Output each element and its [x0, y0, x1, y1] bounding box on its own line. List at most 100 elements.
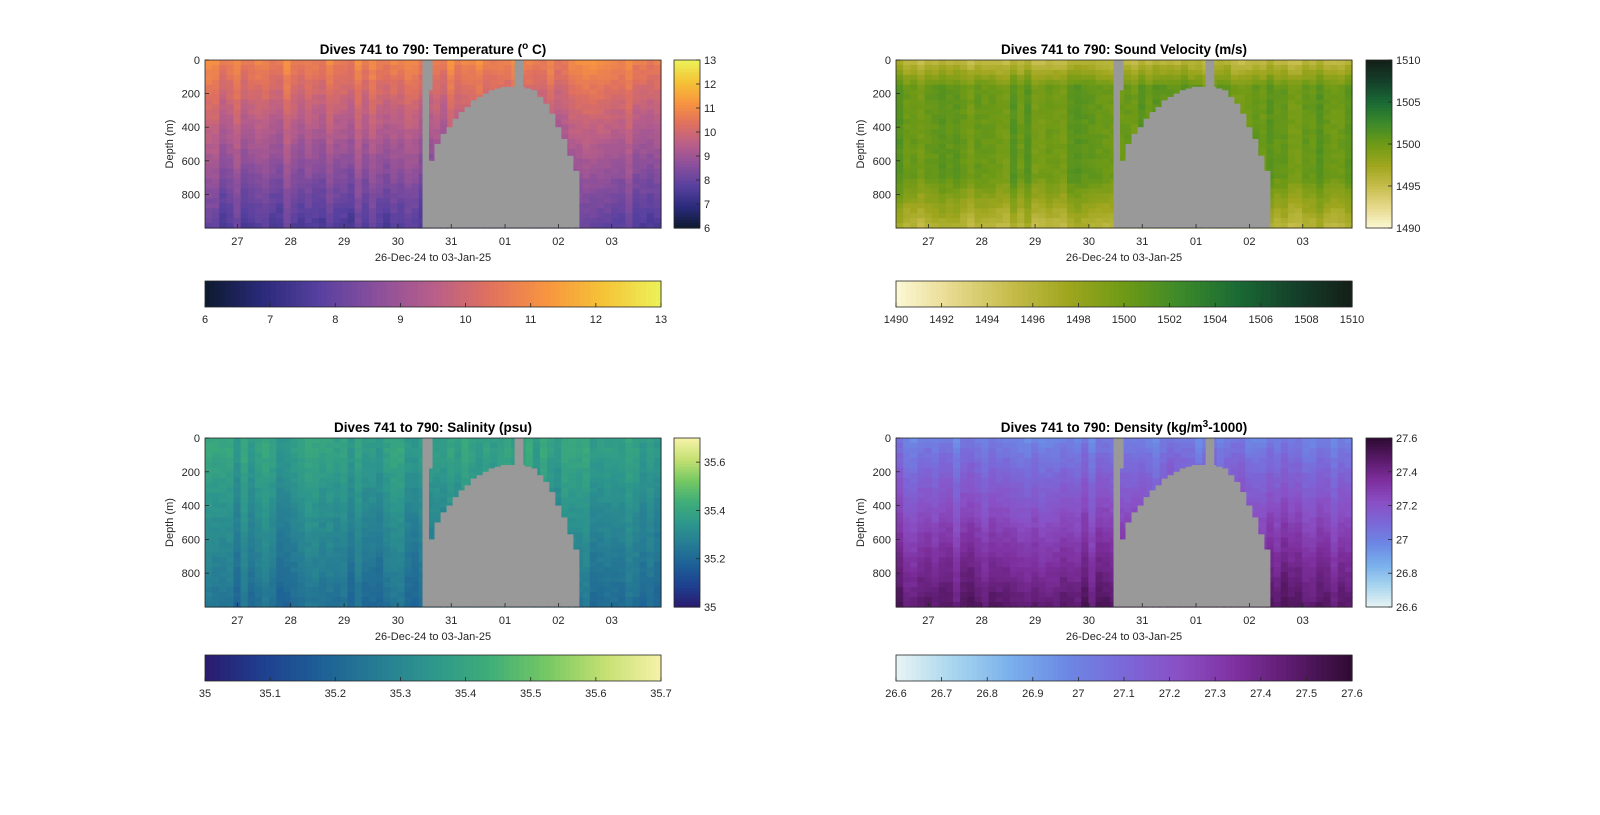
heatmap-cell	[618, 129, 626, 135]
heatmap-cell	[582, 208, 591, 214]
colorbar-right-swatch	[674, 194, 700, 198]
heatmap-cell	[967, 183, 975, 190]
heatmap-cell	[490, 84, 498, 91]
colorbar-right-swatch	[674, 110, 700, 114]
heatmap-cell	[262, 223, 270, 229]
heatmap-cell	[981, 79, 990, 86]
heatmap-cell	[1038, 173, 1047, 180]
colorbar-bottom-label: 7	[267, 314, 273, 326]
heatmap-cell	[397, 203, 406, 209]
heatmap-cell	[340, 203, 349, 209]
heatmap-cell	[219, 438, 227, 444]
heatmap-cell	[340, 104, 349, 111]
heatmap-cell	[988, 114, 997, 120]
heatmap-cell	[383, 153, 391, 160]
heatmap-cell	[1330, 129, 1339, 135]
heatmap-cell	[468, 74, 477, 81]
heatmap-cell	[397, 64, 406, 71]
heatmap-cell	[1344, 223, 1353, 229]
heatmap-cell	[497, 69, 505, 76]
heatmap-cell	[1067, 144, 1075, 150]
heatmap-cell	[1002, 203, 1011, 209]
heatmap-cell	[625, 213, 634, 219]
heatmap-cell	[461, 69, 470, 76]
heatmap-cell	[924, 158, 933, 165]
heatmap-cell	[1238, 99, 1246, 106]
heatmap-cell	[611, 139, 619, 145]
heatmap-cell	[311, 109, 320, 115]
heatmap-cell	[240, 173, 249, 180]
heatmap-cell	[539, 94, 548, 101]
heatmap-cell	[333, 218, 341, 224]
heatmap-cell	[995, 114, 1004, 120]
heatmap-cell	[1088, 79, 1097, 86]
heatmap-cell	[582, 79, 591, 86]
heatmap-cell	[995, 178, 1004, 185]
heatmap-cell	[988, 183, 997, 190]
heatmap-cell	[1031, 99, 1040, 106]
heatmap-cell	[1131, 94, 1139, 101]
colorbar-bottom-swatch	[1093, 281, 1100, 307]
heatmap-cell	[1309, 69, 1317, 76]
heatmap-cell	[269, 213, 277, 219]
heatmap-cell	[1302, 79, 1310, 86]
heatmap-cell	[319, 84, 327, 91]
heatmap-cell	[247, 213, 256, 219]
colorbar-right-label: 10	[704, 127, 716, 139]
heatmap-cell	[539, 64, 548, 71]
colorbar-right-swatch	[1366, 186, 1392, 190]
heatmap-cell	[960, 178, 968, 185]
heatmap-cell	[233, 447, 242, 454]
heatmap-cell	[604, 193, 612, 199]
heatmap-cell	[212, 442, 220, 449]
heatmap-cell	[1074, 139, 1082, 145]
heatmap-cell	[326, 129, 334, 135]
heatmap-cell	[910, 139, 918, 145]
heatmap-cell	[618, 64, 626, 71]
heatmap-cell	[340, 69, 349, 76]
heatmap-cell	[254, 153, 263, 160]
heatmap-cell	[226, 547, 235, 553]
heatmap-cell	[1017, 119, 1025, 125]
heatmap-cell	[974, 168, 983, 175]
heatmap-cell	[1273, 89, 1282, 96]
missing-data-region	[1137, 127, 1145, 228]
heatmap-cell	[347, 124, 356, 130]
heatmap-cell	[1166, 60, 1175, 66]
heatmap-cell	[1223, 69, 1232, 76]
heatmap-cell	[354, 178, 363, 185]
heatmap-cell	[953, 178, 961, 185]
heatmap-cell	[653, 79, 662, 86]
heatmap-cell	[1059, 213, 1068, 219]
colorbar-right-swatch	[674, 158, 700, 162]
heatmap-cell	[1067, 148, 1075, 155]
heatmap-cell	[917, 158, 926, 165]
heatmap-cell	[1323, 79, 1332, 86]
heatmap-cell	[1323, 109, 1332, 115]
heatmap-cell	[945, 203, 954, 209]
colorbar-bottom-swatch	[1326, 281, 1333, 307]
heatmap-cell	[981, 124, 990, 130]
heatmap-cell	[917, 89, 926, 96]
heatmap-cell	[290, 99, 299, 106]
heatmap-cell	[1074, 198, 1082, 204]
heatmap-cell	[1102, 79, 1111, 86]
heatmap-cell	[896, 153, 904, 160]
colorbar-bottom-swatch	[549, 281, 556, 307]
heatmap-cell	[411, 99, 420, 106]
heatmap-cell	[233, 462, 242, 469]
colorbar-bottom-swatch	[1042, 281, 1049, 307]
heatmap-cell	[297, 223, 306, 229]
heatmap-cell	[945, 60, 954, 66]
heatmap-cell	[1002, 60, 1011, 66]
heatmap-cell	[397, 89, 406, 96]
heatmap-cell	[319, 74, 327, 81]
chart-title: Dives 741 to 790: Sound Velocity (m/s)	[1001, 42, 1247, 57]
heatmap-cell	[1316, 193, 1325, 199]
heatmap-cell	[1295, 124, 1303, 130]
heatmap-cell	[340, 79, 349, 86]
heatmap-cell	[1259, 79, 1268, 86]
heatmap-cell	[1059, 84, 1068, 91]
colorbar-right-swatch	[674, 82, 700, 86]
heatmap-cell	[1052, 134, 1061, 140]
